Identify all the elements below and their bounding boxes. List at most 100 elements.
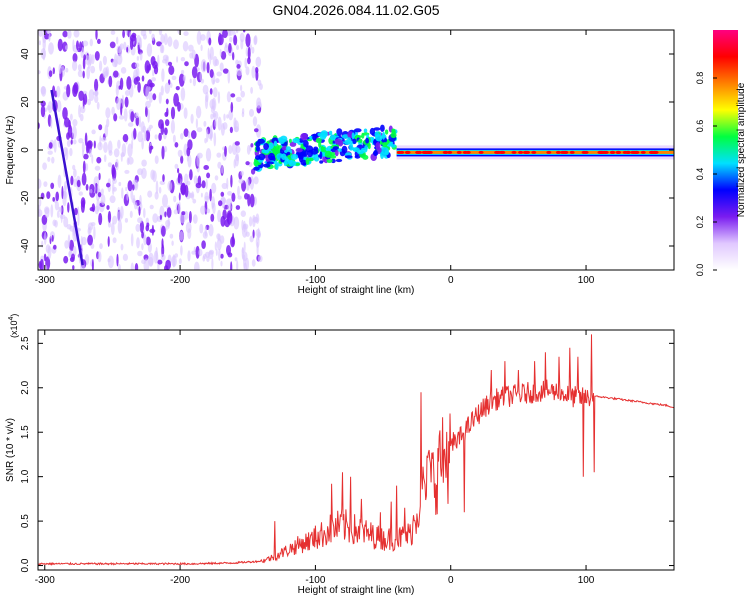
top-x-tick-label: -200 xyxy=(170,275,190,286)
noise-blob xyxy=(228,30,234,36)
noise-blob xyxy=(167,217,170,230)
noise-blob xyxy=(255,213,260,224)
noise-blob xyxy=(47,156,51,162)
noise-blob xyxy=(142,33,147,40)
noise-blob xyxy=(200,44,203,51)
noise-blob xyxy=(219,62,224,72)
noise-blob xyxy=(98,212,103,226)
noise-blob xyxy=(111,167,117,181)
noise-blob xyxy=(56,85,61,98)
noise-blob xyxy=(125,30,129,36)
noise-blob xyxy=(135,112,139,119)
noise-blob xyxy=(154,191,159,200)
transition-blob xyxy=(285,146,291,151)
noise-blob xyxy=(110,222,115,236)
noise-blob xyxy=(218,200,223,207)
transition-blob xyxy=(373,127,381,131)
noise-blob xyxy=(38,30,43,37)
transition-blob xyxy=(375,134,383,142)
noise-blob xyxy=(233,34,238,46)
transition-blob xyxy=(258,153,266,161)
noise-blob xyxy=(209,99,216,110)
transition-blob xyxy=(315,137,322,144)
colorbar: 0.0 0.2 0.4 0.6 0.8 Normalized spectral ampl… xyxy=(695,30,747,276)
top-x-tick-label: 0 xyxy=(448,275,454,286)
noise-blob xyxy=(241,108,245,115)
noise-blob xyxy=(192,77,196,87)
transition-blob xyxy=(313,153,320,162)
noise-blob xyxy=(237,185,240,197)
noise-blob xyxy=(253,36,257,46)
transition-blob xyxy=(278,138,285,145)
noise-blob xyxy=(104,124,109,138)
noise-blob xyxy=(136,237,140,249)
noise-blob xyxy=(230,101,234,113)
transition-blob xyxy=(302,139,309,148)
noise-blob xyxy=(230,93,236,98)
transition-blob xyxy=(351,132,355,140)
noise-blob xyxy=(255,124,262,138)
noise-blob xyxy=(79,41,83,52)
transition-blob xyxy=(288,138,292,143)
noise-blob xyxy=(78,90,85,102)
transition-blob xyxy=(388,142,393,147)
noise-blob xyxy=(234,120,239,133)
bottom-x-tick-label: -300 xyxy=(35,575,55,586)
noise-blob xyxy=(57,38,63,52)
carrier-peak xyxy=(569,150,575,154)
noise-blob xyxy=(205,178,208,190)
noise-blob xyxy=(165,119,170,127)
noise-blob xyxy=(118,115,125,120)
noise-blob xyxy=(244,57,247,69)
noise-blob xyxy=(236,260,239,270)
noise-blob xyxy=(120,67,127,74)
noise-blob xyxy=(47,150,53,155)
noise-blob xyxy=(228,145,233,154)
noise-blob xyxy=(227,252,233,258)
noise-blob xyxy=(93,140,96,149)
noise-blob xyxy=(258,255,263,263)
noise-blob xyxy=(227,191,233,196)
noise-blob xyxy=(44,33,50,40)
noise-blob xyxy=(200,34,206,41)
bottom-x-tick-label: 100 xyxy=(578,575,595,586)
carrier-peak xyxy=(456,150,462,154)
noise-blob xyxy=(192,198,197,204)
noise-blob xyxy=(129,38,134,50)
top-y-tick-label: -20 xyxy=(20,190,31,205)
noise-blob xyxy=(220,191,225,197)
noise-blob xyxy=(174,253,179,258)
noise-blob xyxy=(245,178,250,191)
noise-blob xyxy=(43,181,48,188)
noise-blob xyxy=(100,137,107,142)
transition-blob xyxy=(263,163,271,168)
noise-blob xyxy=(116,53,123,65)
bottom-x-tick-label: -100 xyxy=(305,575,325,586)
noise-blob xyxy=(65,147,69,161)
carrier-peak xyxy=(597,150,603,154)
noise-blob xyxy=(164,82,170,94)
noise-blob xyxy=(162,194,168,208)
top-y-ticks: -40 -20 0 20 40 xyxy=(20,48,674,253)
noise-blob xyxy=(71,253,75,261)
noise-blob xyxy=(235,30,239,34)
noise-blob xyxy=(113,70,119,78)
bottom-y-tick-label: 0.5 xyxy=(20,514,31,528)
transition-blob xyxy=(307,149,314,158)
noise-blob xyxy=(214,175,219,181)
noise-blob xyxy=(206,208,211,214)
carrier-peak xyxy=(634,150,640,154)
noise-blob xyxy=(206,129,209,143)
noise-blob xyxy=(107,162,112,168)
noise-blob xyxy=(98,172,101,181)
noise-blob xyxy=(149,204,154,210)
noise-blob xyxy=(141,259,147,265)
noise-blob xyxy=(210,113,214,120)
bottom-x-tick-label: -200 xyxy=(170,575,190,586)
top-x-tick-label: -100 xyxy=(305,275,325,286)
noise-blob xyxy=(243,30,246,33)
noise-blob xyxy=(137,250,143,257)
carrier-peak xyxy=(531,150,537,154)
transition-blob xyxy=(292,137,300,144)
noise-blob xyxy=(160,34,165,44)
